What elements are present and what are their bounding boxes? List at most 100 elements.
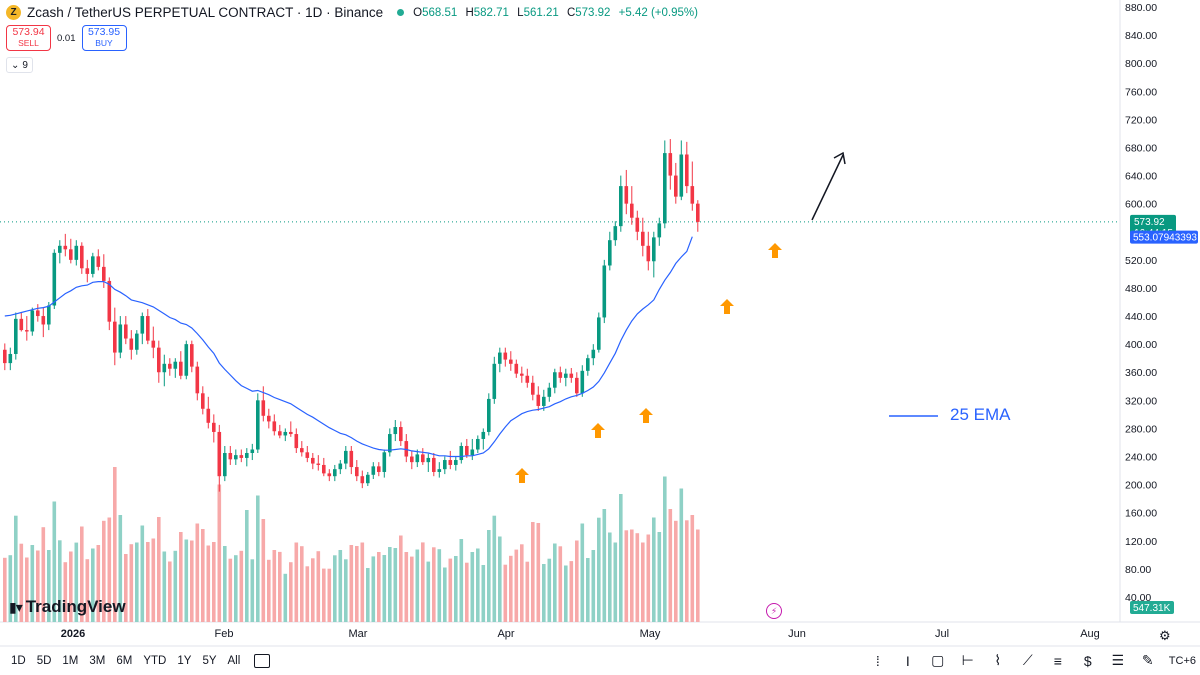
candle-body bbox=[487, 398, 491, 432]
volume-bar bbox=[569, 561, 574, 622]
volume-bar bbox=[30, 545, 35, 622]
volume-bar bbox=[85, 559, 90, 622]
timeframe-ytd[interactable]: YTD bbox=[143, 654, 167, 667]
volume-bar bbox=[432, 547, 436, 622]
candle-body bbox=[239, 455, 244, 458]
volume-bar bbox=[52, 501, 57, 622]
candle-body bbox=[443, 460, 447, 470]
candle-body bbox=[558, 372, 563, 378]
volume-bar bbox=[74, 542, 79, 622]
candle-body bbox=[663, 153, 667, 224]
time-axis-label: Jun bbox=[788, 628, 806, 640]
volume-bar bbox=[201, 529, 205, 622]
up-arrow-marker bbox=[768, 243, 782, 258]
indicators-toggle-button[interactable]: ⌄ 9 bbox=[6, 57, 33, 73]
text-cursor-icon[interactable]: I bbox=[905, 652, 910, 669]
candle-body bbox=[146, 316, 150, 341]
candle-body bbox=[415, 454, 420, 463]
drawing-tools: ⁞ I ▢ ⊢ ⌇ ⟋ ≡ $ ☰ ✎ TC+6 bbox=[869, 646, 1200, 675]
volume-bar bbox=[157, 517, 161, 622]
volume-bar bbox=[19, 543, 24, 622]
volume-bar bbox=[179, 532, 183, 622]
volume-bar bbox=[476, 548, 480, 622]
volume-bar bbox=[371, 556, 376, 622]
volume-bar bbox=[564, 565, 568, 622]
candle-body bbox=[69, 249, 73, 260]
candle-body bbox=[509, 359, 513, 364]
symbol-title[interactable]: Zcash / TetherUS PERPETUAL CONTRACT · 1D… bbox=[27, 5, 384, 20]
candle-body bbox=[679, 154, 684, 197]
volume-bar bbox=[8, 555, 13, 622]
gann-fan-icon[interactable]: ☰ bbox=[1111, 652, 1125, 668]
up-arrow-marker bbox=[720, 299, 734, 314]
candle-body bbox=[245, 453, 249, 458]
candle-body bbox=[201, 393, 205, 409]
candle-body bbox=[608, 240, 612, 266]
timeframe-1m[interactable]: 1M bbox=[62, 654, 79, 667]
buy-button[interactable]: 573.95 BUY bbox=[81, 25, 127, 51]
candle-body bbox=[190, 344, 194, 367]
tradingview-logo-icon: ▮▾ bbox=[9, 598, 23, 615]
price-tick-label: 280.00 bbox=[1125, 423, 1157, 435]
candle-body bbox=[157, 347, 161, 373]
price-tick-label: 800.00 bbox=[1125, 58, 1157, 70]
price-range-icon[interactable]: $ bbox=[1083, 652, 1092, 669]
volume-bar bbox=[272, 550, 277, 622]
volume-bar bbox=[668, 509, 673, 622]
volume-bar bbox=[360, 542, 365, 622]
candle-body bbox=[168, 363, 172, 369]
lightning-icon[interactable]: ⚡ bbox=[766, 603, 782, 619]
candle-body bbox=[542, 396, 546, 406]
timeframe-6m[interactable]: 6M bbox=[116, 654, 133, 667]
candle-body bbox=[212, 422, 216, 432]
brush-icon[interactable]: ✎ bbox=[1141, 652, 1154, 668]
volume-bar bbox=[377, 552, 381, 622]
candle-body bbox=[294, 434, 299, 449]
candle-body bbox=[85, 268, 90, 274]
volume-bar bbox=[25, 557, 29, 622]
ohlc-values: O568.51 H582.71 L561.21 C573.92 +5.42 (+… bbox=[413, 7, 703, 19]
zcash-coin-icon: Z bbox=[6, 5, 21, 20]
sell-button[interactable]: 573.94 SELL bbox=[6, 25, 51, 51]
volume-bar bbox=[646, 534, 651, 622]
fib-retracement-icon[interactable]: ≡ bbox=[1053, 652, 1062, 669]
timeframe-1y[interactable]: 1Y bbox=[177, 654, 192, 667]
volume-bar bbox=[674, 520, 678, 622]
timeframe-all[interactable]: All bbox=[227, 654, 241, 667]
path-tool-icon[interactable]: ⌇ bbox=[994, 652, 1002, 668]
volume-bar bbox=[404, 552, 409, 622]
timeframe-5y[interactable]: 5Y bbox=[202, 654, 217, 667]
volume-bar bbox=[124, 554, 128, 622]
more-tools-icon[interactable]: ⁞ bbox=[875, 652, 880, 669]
candle-body bbox=[685, 154, 689, 187]
tradingview-logo[interactable]: ▮▾ TradingView bbox=[9, 597, 126, 617]
volume-bar bbox=[289, 562, 293, 622]
volume-bar bbox=[36, 550, 40, 622]
candle-body bbox=[124, 324, 128, 339]
volume-bar bbox=[349, 545, 354, 622]
market-status-dot-icon bbox=[397, 9, 405, 16]
calendar-range-icon[interactable] bbox=[254, 653, 271, 668]
volume-bar bbox=[195, 523, 200, 622]
volume-bar bbox=[597, 517, 601, 622]
timeframe-1d[interactable]: 1D bbox=[11, 654, 26, 667]
rectangle-icon[interactable]: ▢ bbox=[931, 652, 945, 668]
timezone-label[interactable]: TC+6 bbox=[1168, 654, 1196, 667]
volume-bar bbox=[80, 526, 84, 622]
volume-bar bbox=[234, 555, 238, 622]
volume-bar bbox=[47, 550, 51, 622]
volume-bar bbox=[388, 547, 392, 622]
arrow-marker-icon[interactable]: ⊢ bbox=[961, 652, 974, 668]
candle-body bbox=[80, 245, 84, 269]
volume-bar bbox=[91, 548, 95, 622]
trend-line-icon[interactable]: ⟋ bbox=[1022, 652, 1033, 668]
volume-bar bbox=[635, 533, 640, 622]
candle-body bbox=[322, 464, 326, 474]
candle-body bbox=[256, 400, 260, 450]
candle-body bbox=[690, 186, 695, 204]
timeframe-5d[interactable]: 5D bbox=[36, 654, 52, 667]
timeframe-3m[interactable]: 3M bbox=[89, 654, 106, 667]
gear-icon[interactable]: ⚙ bbox=[1159, 628, 1171, 643]
candle-body bbox=[652, 237, 656, 262]
